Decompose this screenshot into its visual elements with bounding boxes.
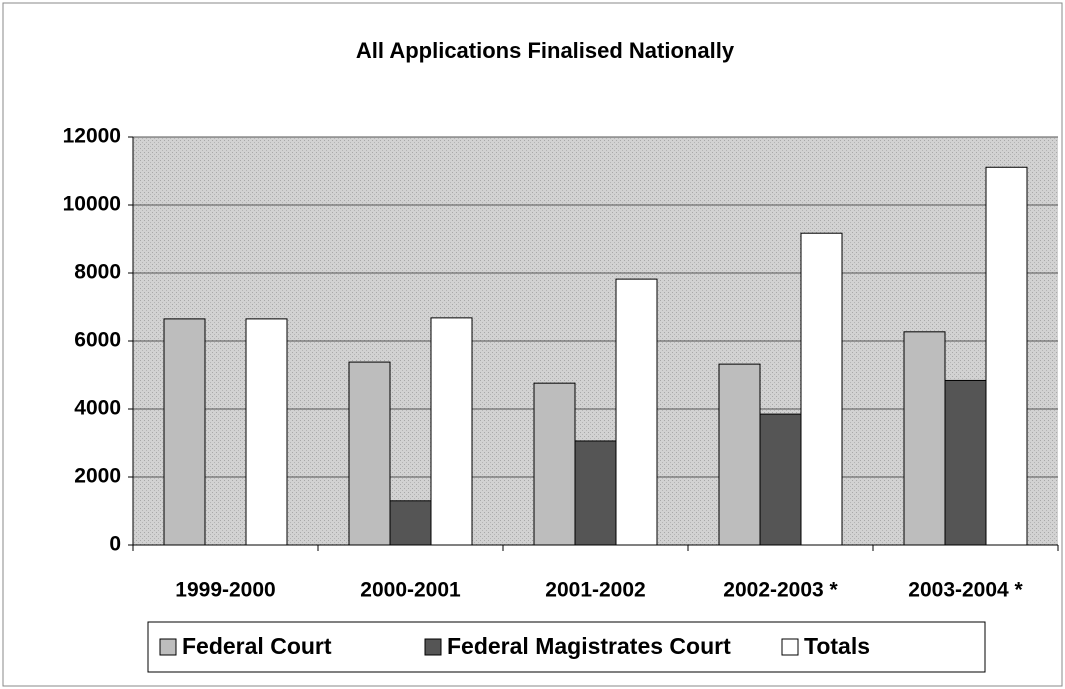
chart-title: All Applications Finalised Nationally: [356, 38, 735, 63]
y-tick-label: 2000: [74, 465, 121, 488]
legend-label: Federal Magistrates Court: [447, 633, 731, 659]
bar: [944, 379, 987, 546]
bar: [348, 361, 391, 546]
bar: [759, 413, 802, 546]
legend-label: Totals: [804, 633, 870, 659]
legend-swatch: [159, 638, 177, 656]
y-tick-label: 8000: [74, 261, 121, 284]
bar: [903, 331, 946, 546]
bar: [574, 440, 617, 546]
legend: [147, 621, 986, 673]
bar: [430, 317, 473, 546]
legend-swatch: [781, 638, 799, 656]
legend-label: Federal Court: [182, 633, 332, 659]
y-tick-label: 6000: [74, 329, 121, 352]
y-tick-label: 12000: [63, 125, 121, 148]
bar: [718, 363, 761, 546]
x-tick-label: 2002-2003 *: [723, 579, 838, 602]
bar: [800, 232, 843, 546]
y-tick-label: 10000: [63, 193, 121, 216]
legend-swatch: [424, 638, 442, 656]
y-tick-label: 0: [109, 533, 121, 556]
x-tick-label: 2000-2001: [360, 579, 461, 602]
bar: [533, 382, 576, 546]
bar: [245, 318, 288, 546]
y-tick-label: 4000: [74, 397, 121, 420]
x-tick-label: 1999-2000: [175, 579, 275, 602]
bar: [163, 318, 206, 546]
x-tick-label: 2003-2004 *: [908, 579, 1023, 602]
bar: [389, 500, 432, 546]
x-tick-label: 2001-2002: [545, 579, 645, 602]
bar: [985, 166, 1028, 546]
bar: [615, 278, 658, 546]
